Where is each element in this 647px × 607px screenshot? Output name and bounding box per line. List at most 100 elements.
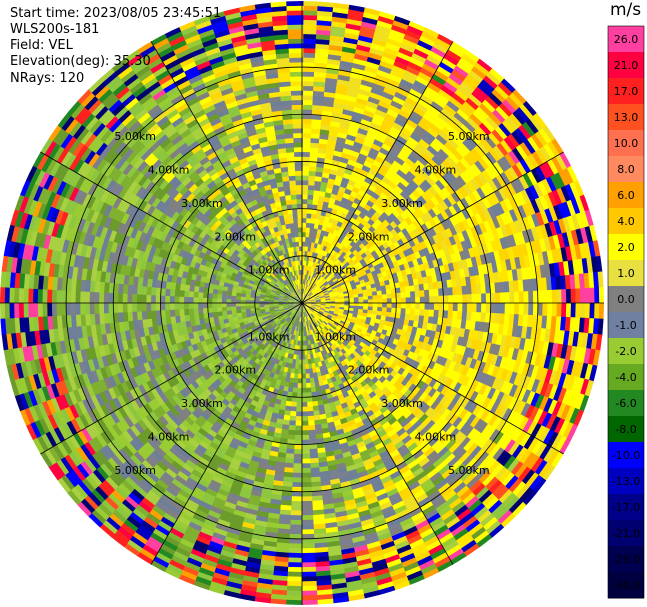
velocity-cell	[465, 73, 482, 88]
velocity-cell	[313, 262, 318, 268]
velocity-cell	[341, 274, 348, 280]
velocity-cell	[418, 169, 430, 181]
velocity-cell	[465, 97, 480, 112]
velocity-cell	[473, 175, 485, 189]
velocity-cell	[319, 283, 325, 289]
velocity-cell	[311, 261, 316, 268]
velocity-cell	[400, 303, 407, 309]
velocity-cell	[457, 303, 463, 313]
velocity-cell	[371, 191, 381, 201]
velocity-cell	[420, 31, 439, 43]
velocity-cell	[314, 57, 329, 64]
velocity-cell	[307, 291, 312, 296]
velocity-cell	[594, 287, 600, 305]
velocity-cell	[345, 163, 356, 172]
velocity-cell	[424, 229, 433, 240]
velocity-cell	[315, 43, 331, 50]
velocity-cell	[312, 90, 326, 97]
velocity-cell	[325, 246, 331, 253]
velocity-cell	[460, 197, 471, 210]
velocity-cell	[406, 183, 417, 194]
velocity-cell	[315, 48, 330, 55]
velocity-cell	[304, 289, 308, 295]
velocity-cell	[302, 213, 308, 219]
velocity-cell	[351, 170, 361, 179]
velocity-cell	[302, 19, 319, 26]
velocity-cell	[317, 288, 323, 293]
velocity-cell	[316, 274, 321, 280]
velocity-cell	[351, 272, 358, 278]
velocity-cell	[307, 270, 311, 276]
velocity-cell	[443, 303, 449, 312]
velocity-cell	[403, 208, 413, 218]
velocity-cell	[432, 224, 442, 236]
velocity-cell	[440, 85, 456, 98]
velocity-cell	[321, 260, 326, 267]
velocity-cell	[291, 482, 302, 488]
velocity-cell	[327, 178, 336, 185]
velocity-cell	[411, 163, 423, 174]
velocity-cell	[495, 303, 501, 315]
velocity-cell	[364, 65, 380, 75]
velocity-cell	[328, 272, 334, 278]
velocity-cell	[284, 595, 302, 601]
velocity-cell	[305, 296, 310, 300]
velocity-cell	[320, 119, 332, 127]
velocity-cell	[405, 65, 422, 77]
velocity-cell	[430, 46, 448, 59]
velocity-cell	[447, 119, 461, 132]
velocity-cell	[313, 223, 320, 230]
velocity-cell	[428, 50, 445, 63]
velocity-cell	[358, 242, 366, 250]
velocity-cell	[307, 280, 311, 286]
velocity-cell	[370, 42, 387, 53]
velocity-cell	[301, 411, 308, 417]
velocity-cell	[393, 172, 404, 183]
velocity-cell	[518, 124, 533, 141]
velocity-cell	[414, 308, 421, 316]
velocity-cell	[522, 121, 536, 138]
velocity-cell	[315, 171, 324, 178]
velocity-cell	[308, 280, 312, 286]
velocity-cell	[409, 57, 426, 69]
velocity-cell	[312, 271, 316, 278]
velocity-cell	[315, 279, 321, 285]
velocity-cell	[302, 288, 304, 294]
velocity-cell	[312, 194, 320, 201]
velocity-cell	[302, 260, 305, 266]
velocity-cell	[476, 303, 482, 314]
velocity-cell	[515, 107, 531, 123]
velocity-cell	[495, 105, 511, 121]
velocity-cell	[300, 562, 316, 568]
velocity-cell	[412, 176, 423, 187]
velocity-cell	[427, 82, 443, 94]
velocity-cell	[305, 274, 309, 280]
velocity-cell	[427, 104, 442, 117]
velocity-cell	[398, 131, 411, 142]
velocity-cell	[300, 595, 318, 601]
velocity-cell	[402, 199, 412, 209]
velocity-cell	[361, 74, 377, 84]
velocity-cell	[403, 69, 419, 81]
velocity-cell	[438, 130, 452, 143]
velocity-cell	[306, 217, 312, 224]
velocity-cell	[435, 115, 449, 128]
velocity-cell	[528, 303, 534, 317]
velocity-cell	[353, 58, 369, 67]
velocity-cell	[543, 143, 557, 161]
velocity-cell	[302, 66, 316, 73]
velocity-cell	[321, 287, 327, 292]
velocity-cell	[407, 204, 417, 215]
velocity-cell	[393, 60, 409, 71]
velocity-cell	[297, 373, 302, 379]
velocity-cell	[327, 259, 333, 265]
velocity-cells	[0, 1, 604, 605]
velocity-cell	[491, 176, 504, 191]
velocity-cell	[349, 261, 356, 268]
velocity-cell	[309, 270, 313, 277]
velocity-cell	[374, 134, 387, 144]
velocity-cell	[369, 91, 383, 101]
velocity-cell	[360, 21, 378, 30]
velocity-cell	[342, 172, 352, 180]
velocity-cell	[342, 147, 353, 156]
